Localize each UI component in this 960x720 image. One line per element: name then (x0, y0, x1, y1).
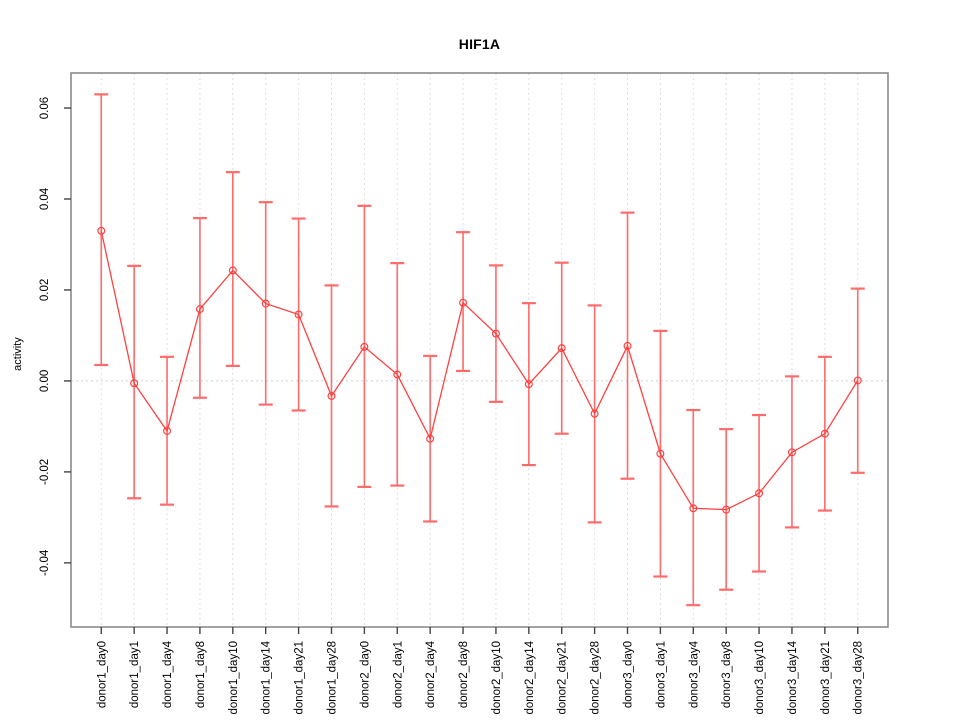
x-tick-label: donor2_day1 (392, 641, 404, 708)
x-tick-label: donor3_day4 (688, 640, 700, 708)
data-point (163, 426, 172, 435)
x-tick-label: donor2_day4 (425, 640, 437, 708)
y-tick-label: 0.02 (39, 279, 51, 301)
data-point (327, 391, 336, 400)
x-tick-label: donor2_day8 (458, 641, 470, 708)
x-tick-label: donor3_day8 (721, 641, 733, 708)
y-tick-label: 0.00 (39, 370, 51, 392)
data-point (590, 409, 599, 418)
data-point (689, 504, 698, 513)
data-point (261, 299, 270, 308)
data-line (100, 230, 859, 511)
data-point (294, 310, 303, 319)
x-tick-label: donor1_day0 (96, 641, 108, 708)
data-point (491, 329, 500, 338)
data-point (459, 298, 468, 307)
data-point (228, 266, 237, 275)
y-tick-label: -0.02 (39, 459, 51, 485)
x-tick-label: donor1_day8 (195, 641, 207, 708)
x-tick-label: donor2_day28 (590, 641, 602, 715)
x-tick-label: donor1_day10 (228, 641, 240, 715)
x-tick-label: donor1_day14 (261, 640, 273, 714)
data-point (426, 434, 435, 443)
data-point (195, 305, 204, 314)
data-point (787, 448, 796, 457)
x-tick-label: donor2_day0 (359, 641, 371, 708)
data-point (524, 380, 533, 389)
x-tick-label: donor1_day21 (294, 641, 306, 715)
data-point (97, 226, 106, 235)
x-tick-label: donor3_day10 (754, 641, 766, 715)
x-tick-label: donor3_day0 (623, 641, 635, 708)
chart-title: HIF1A (458, 36, 501, 52)
data-point (722, 505, 731, 514)
data-point (130, 379, 139, 388)
x-tick-label: donor1_day1 (129, 641, 141, 708)
x-tick-label: donor2_day10 (491, 641, 503, 715)
x-tick-label: donor2_day14 (524, 640, 536, 714)
plot-frame (70, 72, 889, 628)
y-tick-label: 0.04 (39, 187, 51, 210)
data-point (393, 370, 402, 379)
x-tick-label: donor3_day1 (655, 641, 667, 708)
y-tick-label: -0.04 (39, 549, 51, 576)
data-point (557, 344, 566, 353)
x-tick-label: donor3_day21 (820, 641, 832, 715)
data-point (360, 342, 369, 351)
x-tick-label: donor1_day28 (326, 641, 338, 715)
data-point (853, 376, 862, 385)
x-tick-label: donor3_day28 (853, 641, 865, 715)
data-point (623, 341, 632, 350)
x-tick-label: donor1_day4 (162, 640, 174, 708)
data-point (755, 489, 764, 498)
data-point (656, 449, 665, 458)
x-tick-label: donor2_day21 (557, 641, 569, 715)
x-tick-label: donor3_day14 (787, 640, 799, 714)
y-tick-label: 0.06 (39, 97, 51, 119)
data-point (820, 429, 829, 438)
